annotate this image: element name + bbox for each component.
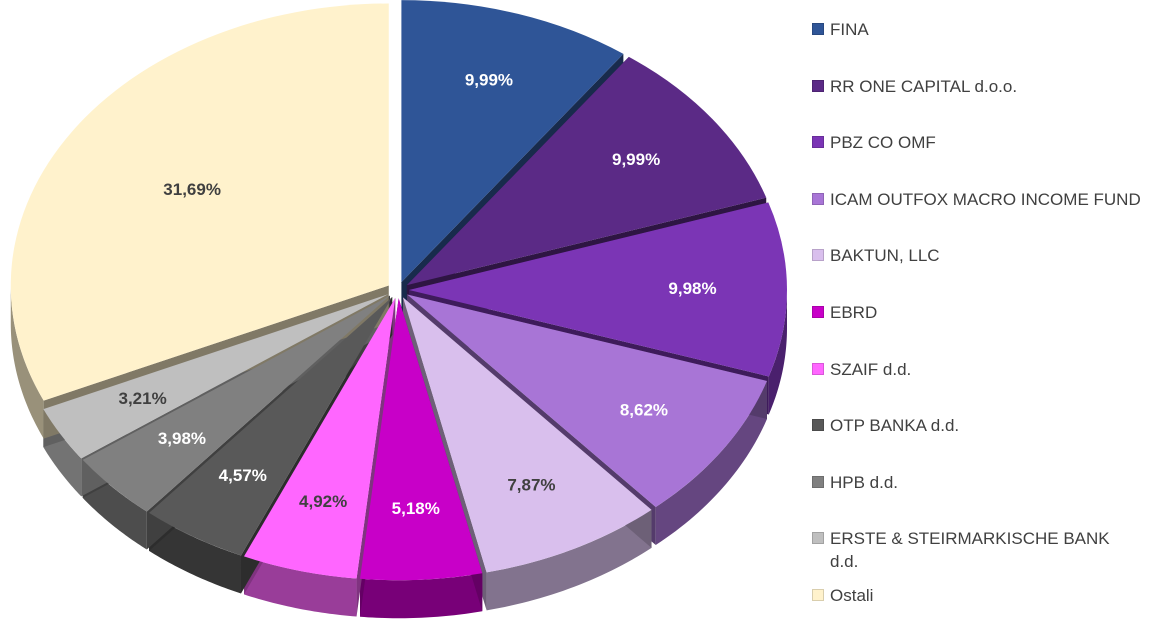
slice-side — [10, 285, 44, 439]
slice-side — [149, 512, 241, 594]
legend-item: EBRD — [812, 301, 1142, 358]
legend-swatch — [812, 588, 824, 601]
legend-label: OTP BANKA d.d. — [830, 416, 960, 436]
legend-swatch — [812, 192, 824, 205]
data-label: 9,98% — [668, 279, 716, 298]
legend-swatch — [812, 419, 824, 432]
data-label: 5,18% — [392, 499, 440, 518]
data-label: 3,21% — [119, 389, 167, 408]
legend-label: Ostali — [830, 585, 874, 605]
slice — [406, 56, 767, 286]
legend-item: ERSTE & STEIRMARKISCHE BANK d.d. — [812, 527, 1142, 584]
legend-item: Ostali — [812, 584, 1142, 633]
legend-swatch — [812, 23, 824, 35]
slice — [243, 297, 396, 579]
data-label: 9,99% — [612, 150, 660, 169]
data-label: 31,69% — [163, 180, 221, 199]
legend-label: BAKTUN, LLC — [830, 246, 940, 266]
legend-swatch — [812, 136, 824, 149]
slice — [408, 202, 787, 377]
legend-label: EBRD — [830, 302, 878, 322]
slice — [82, 295, 390, 512]
legend-item: FINA — [812, 18, 1142, 75]
legend-swatch — [812, 475, 824, 488]
legend-item: RR ONE CAPITAL d.o.o. — [812, 75, 1142, 132]
legend-swatch — [812, 532, 824, 545]
slice — [407, 294, 767, 508]
legend-label: ERSTE & STEIRMARKISCHE BANK d.d. — [830, 529, 1110, 572]
slice — [402, 297, 652, 573]
legend-swatch — [812, 305, 824, 318]
slice-side — [243, 556, 357, 617]
data-labels: 9,99% 9,99% 9,98% 8,62% 7,87% 5,18% 4,92% 4,57%… — [119, 70, 717, 517]
legend-label: HPB d.d. — [830, 472, 899, 492]
legend-label: FINA — [830, 20, 869, 39]
legend-swatch — [812, 79, 824, 92]
slice-side — [486, 509, 652, 611]
data-label: 7,87% — [507, 475, 555, 494]
data-label: 3,98% — [158, 429, 206, 448]
data-label: 4,57% — [219, 466, 267, 485]
slice — [401, 0, 624, 283]
legend-label: ICAM OUTFOX MACRO INCOME FUND — [830, 189, 1141, 209]
data-label: 4,92% — [299, 492, 347, 511]
legend-label: RR ONE CAPITAL d.o.o. — [830, 76, 1018, 96]
pie-plot: 9,99% 9,99% 9,98% 8,62% 7,87% 5,18% 4,92% 4,57%… — [10, 0, 787, 619]
legend-item: SZAIF d.d. — [812, 358, 1142, 415]
data-label: 8,62% — [620, 400, 668, 419]
legend-swatch — [812, 249, 824, 262]
legend-item: ICAM OUTFOX MACRO INCOME FUND — [812, 188, 1142, 245]
slice — [43, 294, 389, 459]
legend-swatch — [812, 362, 824, 375]
data-label: 9,99% — [465, 70, 513, 89]
legend-item: BAKTUN, LLC — [812, 244, 1142, 301]
legend: FINA RR ONE CAPITAL d.o.o. PBZ CO OMF ICAM … — [812, 18, 1142, 633]
legend-item: HPB d.d. — [812, 471, 1142, 528]
pie-tops — [10, 0, 787, 581]
legend-label: SZAIF d.d. — [830, 359, 912, 379]
legend-label: PBZ CO OMF — [830, 133, 936, 153]
slice — [360, 298, 483, 581]
slice — [149, 297, 393, 556]
slice-side — [360, 573, 483, 619]
legend-item: OTP BANKA d.d. — [812, 414, 1142, 471]
slice-side — [768, 289, 787, 415]
legend-item: PBZ CO OMF — [812, 131, 1142, 188]
slice — [10, 3, 389, 401]
slice-side — [655, 381, 767, 546]
